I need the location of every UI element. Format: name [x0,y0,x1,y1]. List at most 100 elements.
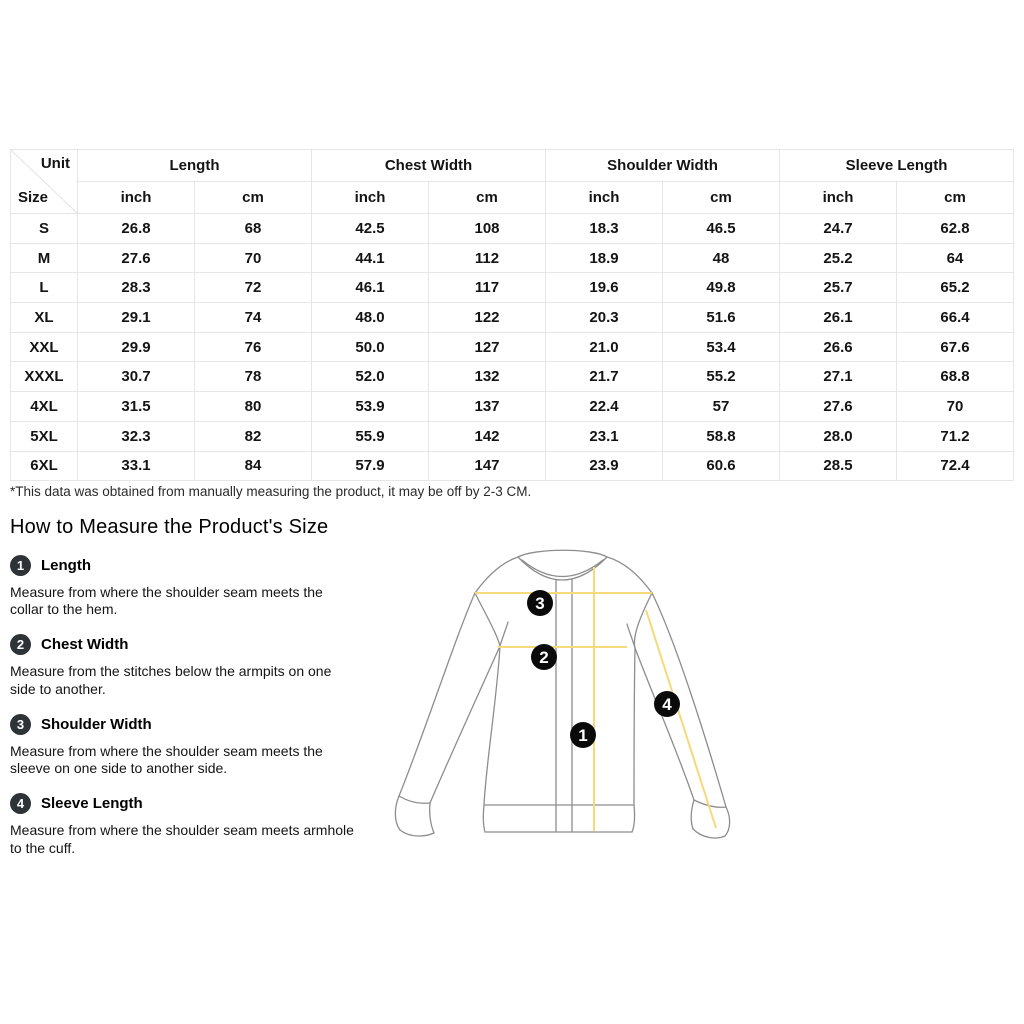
group-header-sleeve-length: Sleeve Length [779,149,1015,182]
guide-item-chest-width: 2 Chest Width Measure from the stitches … [10,634,368,697]
value-cell: 55.9 [311,420,429,452]
size-row-s: S 26.8 68 42.5 108 18.3 46.5 24.7 62.8 [10,213,1015,244]
value-cell: 18.3 [545,213,664,244]
value-cell: 117 [427,272,547,304]
value-cell: 68.8 [896,361,1015,393]
size-cell: 5XL [10,420,78,452]
size-cell: S [10,213,78,244]
value-cell: 22.4 [545,391,664,422]
value-cell: 66.4 [896,302,1015,333]
unit-header-cm: cm [662,181,781,214]
step-4-label: Sleeve Length [41,795,143,813]
measurement-disclaimer: *This data was obtained from manually me… [10,484,532,499]
diagonal-divider [11,150,77,213]
step-3-description: Measure from where the shoulder seam mee… [10,742,323,777]
value-cell: 27.6 [779,391,898,422]
value-cell: 48 [662,242,781,274]
value-cell: 70 [194,242,312,274]
value-cell: 57.9 [311,450,429,482]
step-2-badge: 2 [10,634,31,656]
step-1-badge: 1 [10,555,31,576]
value-cell: 137 [427,391,547,422]
step-4-badge: 4 [10,793,31,815]
value-cell: 42.5 [311,213,429,244]
value-cell: 62.8 [896,213,1015,244]
size-row-5xl: 5XL 32.3 82 55.9 142 23.1 58.8 28.0 71.2 [10,420,1015,452]
value-cell: 60.6 [662,450,781,482]
value-cell: 26.1 [779,302,898,333]
value-cell: 31.5 [77,391,195,422]
value-cell: 50.0 [311,331,429,363]
value-cell: 26.6 [779,331,898,363]
value-cell: 57 [662,391,781,422]
value-cell: 51.6 [662,302,781,333]
size-row-xl: XL 29.1 74 48.0 122 20.3 51.6 26.1 66.4 [10,302,1015,333]
value-cell: 28.0 [779,420,898,452]
sleeve-length-line [645,609,717,829]
value-cell: 28.5 [779,450,898,482]
value-cell: 49.8 [662,272,781,304]
value-cell: 19.6 [545,272,664,304]
value-cell: 27.1 [779,361,898,393]
diagram-badge-4-circle [654,691,680,717]
value-cell: 147 [427,450,547,482]
value-cell: 52.0 [311,361,429,393]
unit-header-inch: inch [779,181,898,214]
value-cell: 32.3 [77,420,195,452]
size-cell: 6XL [10,450,78,482]
group-header-chest-width: Chest Width [310,149,547,182]
step-4-description: Measure from where the shoulder seam mee… [10,822,354,856]
size-cell: L [10,272,78,304]
diagram-badge-2: 2 [539,648,548,667]
group-header-length: Length [77,149,312,182]
unit-header-cm: cm [896,181,1015,214]
size-chart-table: Unit Size Length Chest Width Shoulder Wi… [10,149,1015,482]
value-cell: 72.4 [896,450,1015,482]
value-cell: 127 [427,331,547,363]
step-3-label: Shoulder Width [41,715,152,733]
value-cell: 84 [194,450,312,482]
value-cell: 53.4 [662,331,781,363]
step-2-description: Measure from the stitches below the armp… [10,663,332,697]
value-cell: 67.6 [896,331,1015,363]
value-cell: 26.8 [77,213,195,244]
size-row-m: M 27.6 70 44.1 112 18.9 48 25.2 64 [10,242,1015,274]
value-cell: 25.7 [779,272,898,304]
value-cell: 48.0 [311,302,429,333]
value-cell: 82 [194,420,312,452]
unit-header-inch: inch [77,181,195,214]
measure-guide: How to Measure the Product's Size 1 Leng… [10,516,368,857]
value-cell: 28.3 [77,272,195,304]
diagram-badge-3-circle [527,590,553,616]
size-row-4xl: 4XL 31.5 80 53.9 137 22.4 57 27.6 70 [10,391,1015,422]
value-cell: 25.2 [779,242,898,274]
size-cell: M [10,242,78,274]
value-cell: 18.9 [545,242,664,274]
value-cell: 29.1 [77,302,195,333]
value-cell: 78 [194,361,312,393]
value-cell: 72 [194,272,312,304]
value-cell: 76 [194,331,312,363]
value-cell: 53.9 [311,391,429,422]
value-cell: 46.5 [662,213,781,244]
size-row-6xl: 6XL 33.1 84 57.9 147 23.9 60.6 28.5 72.4 [10,450,1015,482]
diagram-badge-1-circle [570,722,596,748]
corner-unit-label: Unit [40,155,70,172]
sweatshirt-outline-illustration: 3 2 1 4 [394,549,731,839]
value-cell: 29.9 [77,331,195,363]
corner-cell: Unit Size [10,149,78,214]
value-cell: 70 [896,391,1015,422]
value-cell: 58.8 [662,420,781,452]
corner-size-label: Size [18,189,49,206]
value-cell: 142 [427,420,547,452]
unit-header-cm: cm [194,181,312,214]
value-cell: 64 [896,242,1015,274]
step-3-badge: 3 [10,713,31,735]
size-row-xxl: XXL 29.9 76 50.0 127 21.0 53.4 26.6 67.6 [10,331,1015,363]
unit-header-inch: inch [545,181,664,214]
diagram-badge-2-circle [531,644,557,670]
value-cell: 44.1 [311,242,429,274]
value-cell: 21.7 [545,361,664,393]
value-cell: 21.0 [545,331,664,363]
size-row-xxxl: XXXL 30.7 78 52.0 132 21.7 55.2 27.1 68.… [10,361,1015,393]
